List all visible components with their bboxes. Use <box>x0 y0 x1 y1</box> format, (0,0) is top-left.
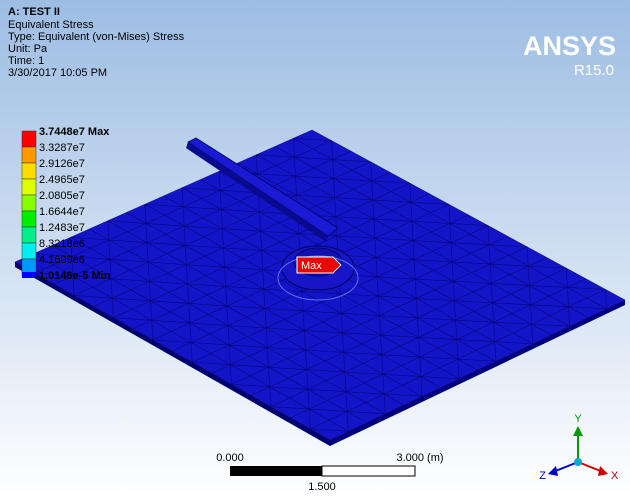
legend-swatch <box>22 195 36 211</box>
legend-label: 2.9126e7 <box>39 158 85 170</box>
legend-label: 4.1609e6 <box>39 254 85 266</box>
legend-swatch <box>22 147 36 163</box>
triad-z: Z <box>539 470 546 482</box>
probe-label: Max <box>301 260 322 272</box>
legend-swatch <box>22 227 36 243</box>
legend-swatch <box>22 131 36 147</box>
legend-label: 1.6644e7 <box>39 206 85 218</box>
legend-label: 1.0146e-5 Min <box>39 270 111 282</box>
legend-swatch <box>22 163 36 179</box>
result-title: A: TEST II <box>8 6 60 18</box>
header-line: Type: Equivalent (von-Mises) Stress <box>8 31 185 43</box>
legend-swatch <box>22 179 36 195</box>
legend-label: 3.7448e7 Max <box>39 126 110 138</box>
scale-end: 3.000 (m) <box>396 452 443 464</box>
header-line: Unit: Pa <box>8 43 48 55</box>
header-line: Equivalent Stress <box>8 19 94 31</box>
logo-name: ANSYS <box>523 31 616 61</box>
viewport: Max A: TEST II Equivalent Stress Type: E… <box>0 0 630 497</box>
legend-label: 3.3287e7 <box>39 142 85 154</box>
triad-x: X <box>611 470 619 482</box>
legend-label: 2.4965e7 <box>39 174 85 186</box>
legend-swatch <box>22 272 36 278</box>
scale-start: 0.000 <box>216 452 244 464</box>
logo-version: R15.0 <box>574 62 614 79</box>
legend-label: 8.3218e6 <box>39 238 85 250</box>
legend-label: 2.0805e7 <box>39 190 85 202</box>
legend-swatch <box>22 211 36 227</box>
triad-y: Y <box>574 413 582 425</box>
header-line: Time: 1 <box>8 55 44 67</box>
probe: Max <box>297 257 341 273</box>
legend-swatch <box>22 243 36 259</box>
header-line: 3/30/2017 10:05 PM <box>8 67 107 79</box>
scale-mid: 1.500 <box>308 481 336 493</box>
legend-label: 1.2483e7 <box>39 222 85 234</box>
